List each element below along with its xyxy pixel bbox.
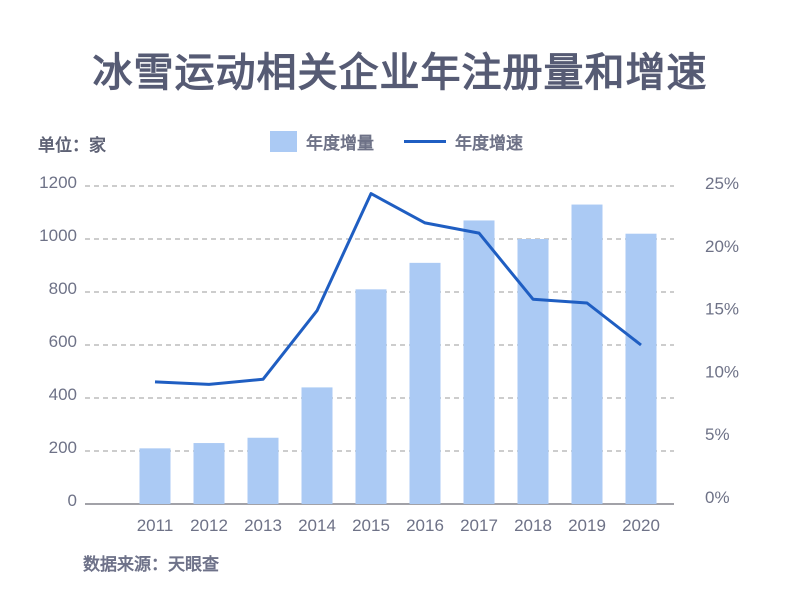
- bar-series-label: 年度增量: [306, 134, 374, 153]
- line-series-label: 年度增速: [455, 134, 523, 153]
- bar-2015: [355, 289, 387, 504]
- left-axis-ticks: 0 200 400 600 800 1000 1200: [39, 173, 77, 510]
- bar-2016: [409, 262, 441, 504]
- left-tick-400: 400: [49, 385, 77, 404]
- x-tick-2013: 2013: [244, 516, 282, 535]
- x-tick-2018: 2018: [514, 516, 552, 535]
- x-tick-2020: 2020: [622, 516, 660, 535]
- bar-2011: [139, 448, 171, 504]
- right-tick-5: 5%: [705, 425, 730, 444]
- bar-2014: [301, 387, 333, 504]
- x-tick-2012: 2012: [190, 516, 228, 535]
- chart-title: 冰雪运动相关企业年注册量和增速: [92, 51, 708, 95]
- line-series-swatch-icon: [404, 140, 446, 143]
- x-tick-2015: 2015: [352, 516, 390, 535]
- right-tick-20: 20%: [705, 237, 739, 256]
- bar-2019: [571, 204, 603, 505]
- left-tick-800: 800: [49, 279, 77, 298]
- growth-line: [154, 192, 642, 386]
- left-tick-200: 200: [49, 438, 77, 457]
- right-tick-0: 0%: [705, 488, 730, 507]
- bar-2017: [463, 220, 495, 504]
- legend-item-bar-series: 年度增量: [270, 129, 374, 154]
- growth-line-series: [154, 192, 642, 386]
- legend-item-line-series: 年度增速: [404, 129, 523, 154]
- left-tick-0: 0: [68, 491, 77, 510]
- right-tick-10: 10%: [705, 362, 739, 381]
- bar-2018: [517, 239, 549, 504]
- bar-2013: [247, 437, 279, 504]
- left-tick-1200: 1200: [39, 173, 77, 192]
- bar-2020: [625, 233, 657, 504]
- x-tick-2016: 2016: [406, 516, 444, 535]
- legend: 年度增量 年度增速: [270, 129, 523, 154]
- x-tick-2011: 2011: [137, 516, 174, 535]
- data-source-label: 数据来源：天眼查: [83, 555, 219, 574]
- bar-series-swatch-icon: [270, 131, 297, 152]
- x-tick-2014: 2014: [298, 516, 336, 535]
- x-tick-2017: 2017: [460, 516, 498, 535]
- left-tick-600: 600: [49, 332, 77, 351]
- right-axis-ticks: 0% 5% 10% 15% 20% 25%: [705, 174, 739, 507]
- left-axis-unit-label: 单位：家: [38, 136, 106, 155]
- bar-series: [139, 204, 657, 505]
- bar-2012: [193, 443, 225, 504]
- x-axis-ticks: 2011 2012 2013 2014 2015 2016 2017 2018 2019 2020: [137, 516, 660, 535]
- left-tick-1000: 1000: [39, 226, 77, 245]
- right-tick-15: 15%: [705, 300, 739, 319]
- right-tick-25: 25%: [705, 174, 739, 193]
- x-tick-2019: 2019: [568, 516, 606, 535]
